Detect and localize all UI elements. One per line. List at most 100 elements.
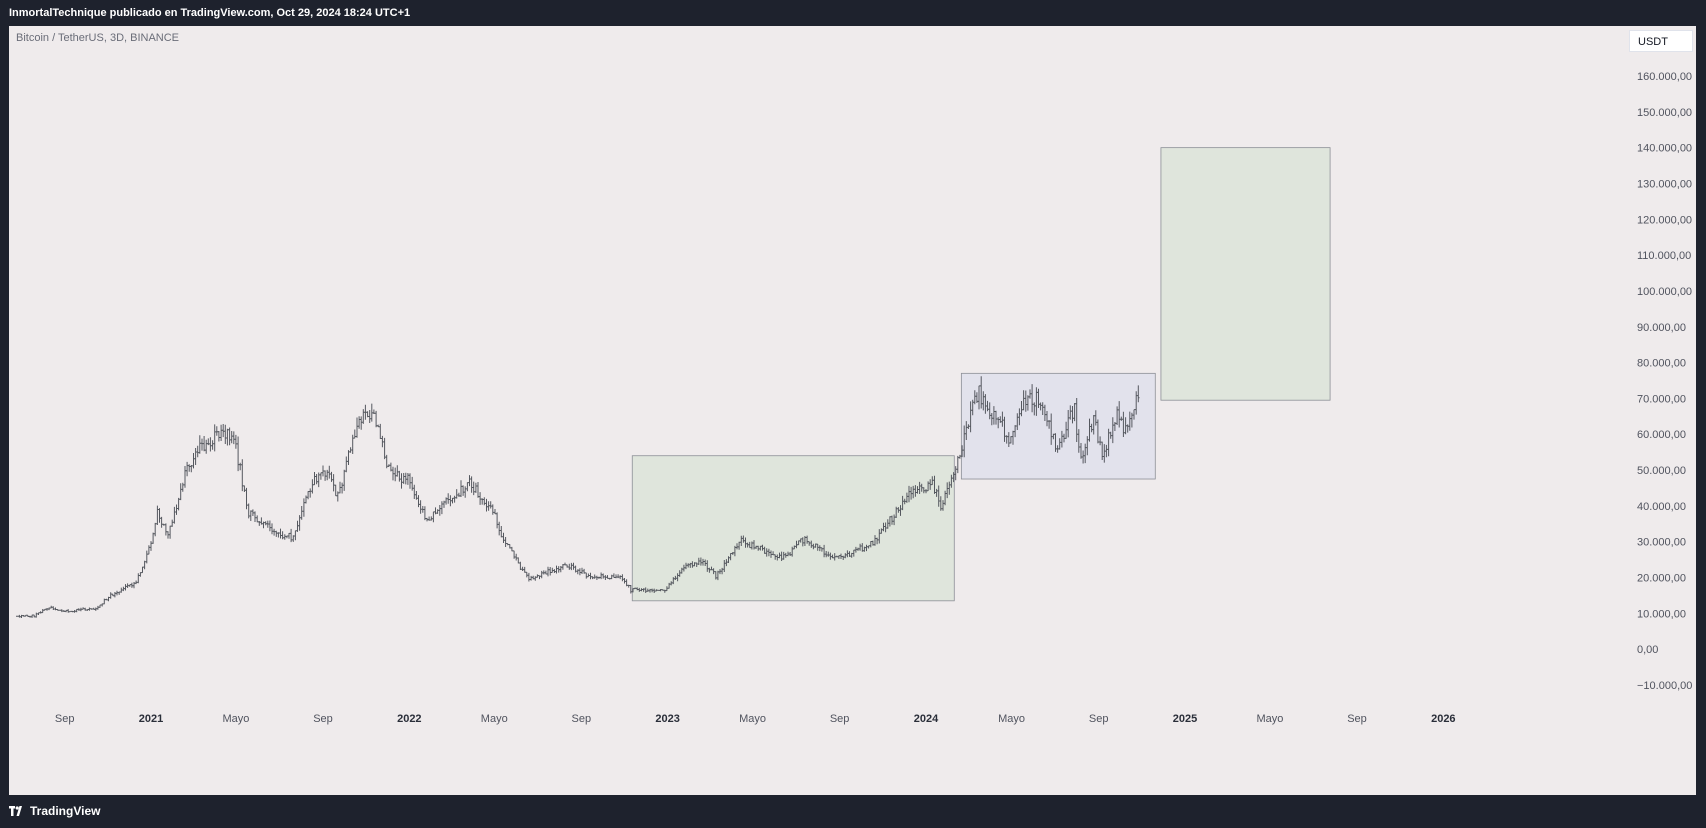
- ohlc-bar: [245, 487, 248, 510]
- ohlc-bar: [619, 575, 622, 580]
- ohlc-bar: [181, 482, 184, 492]
- y-axis-label: 150.000,00: [1637, 107, 1692, 119]
- green-zone-2025[interactable]: [1160, 147, 1331, 401]
- ohlc-bar: [130, 582, 134, 588]
- ohlc-bar: [294, 530, 297, 541]
- ohlc-bar: [122, 586, 125, 592]
- ohlc-bar: [24, 614, 27, 617]
- ohlc-bar: [338, 481, 342, 494]
- ohlc-bar: [75, 608, 78, 613]
- ohlc-bar: [343, 469, 346, 491]
- ohlc-bar: [77, 608, 80, 611]
- ohlc-bar: [954, 466, 957, 481]
- ohlc-bar: [491, 504, 494, 515]
- ohlc-bar: [557, 566, 560, 573]
- y-axis-label: 30.000,00: [1637, 537, 1686, 549]
- ohlc-bar: [402, 473, 405, 484]
- ohlc-bar: [285, 535, 289, 539]
- ohlc-bar: [347, 450, 350, 465]
- chart-panel[interactable]: 160.000,00 150.000,00 140.000,00 130.000,00…: [9, 26, 1696, 795]
- ohlc-bar: [481, 498, 484, 505]
- ohlc-bar: [236, 436, 240, 472]
- ohlc-bar: [364, 404, 367, 420]
- ohlc-bar: [495, 512, 499, 529]
- ohlc-bar: [160, 516, 163, 528]
- ohlc-bar: [62, 610, 66, 612]
- ohlc-bar: [64, 609, 68, 613]
- ohlc-bar: [502, 532, 505, 543]
- ohlc-bar: [455, 489, 458, 499]
- ohlc-bar: [211, 440, 214, 450]
- ohlc-bar: [166, 531, 170, 539]
- ohlc-bar: [512, 550, 516, 559]
- y-axis-label: 20.000,00: [1637, 573, 1686, 585]
- ohlc-bar: [576, 569, 579, 575]
- ohlc-bar: [538, 575, 541, 580]
- ohlc-bar: [489, 501, 492, 509]
- publish-header: InmortalTechnique publicado en TradingVi…: [0, 0, 1706, 26]
- ohlc-bar: [519, 561, 522, 570]
- ohlc-bar: [468, 475, 471, 487]
- ohlc-bar: [453, 495, 456, 503]
- y-axis-label: 160.000,00: [1637, 71, 1692, 83]
- ohlc-bar: [657, 589, 660, 591]
- ohlc-bar: [621, 574, 624, 582]
- ohlc-bar: [256, 515, 259, 523]
- ohlc-bar: [315, 474, 318, 485]
- ohlc-bar: [147, 545, 151, 555]
- currency-button[interactable]: USDT: [1629, 30, 1693, 52]
- ohlc-bar: [50, 605, 53, 609]
- ohlc-bar: [612, 573, 616, 578]
- ohlc-bar: [470, 476, 473, 493]
- ohlc-bar: [357, 416, 361, 429]
- ohlc-bar: [368, 410, 371, 423]
- ohlc-bar: [570, 562, 573, 571]
- ohlc-bar: [510, 546, 514, 552]
- ohlc-bar: [561, 564, 565, 570]
- ohlc-bar: [604, 575, 607, 580]
- ohlc-bar: [580, 567, 584, 574]
- ohlc-bar: [427, 516, 431, 521]
- ohlc-bar: [41, 609, 44, 614]
- ohlc-bar: [544, 570, 548, 575]
- ohlc-bar: [158, 508, 161, 523]
- ohlc-bar: [107, 596, 110, 602]
- ohlc-bar: [175, 504, 178, 515]
- ohlc-bar: [587, 573, 590, 578]
- ohlc-bar: [421, 506, 424, 513]
- ohlc-bar: [323, 470, 327, 481]
- tradingview-brand[interactable]: TradingView: [9, 804, 100, 818]
- y-axis-label: 10.000,00: [1637, 608, 1686, 620]
- price-chart-svg[interactable]: 160.000,00 150.000,00 140.000,00 130.000,00…: [9, 26, 1696, 795]
- ohlc-bar: [272, 528, 276, 536]
- ohlc-bar: [398, 470, 401, 482]
- ohlc-bar: [485, 498, 488, 512]
- ohlc-bar: [306, 491, 310, 500]
- ohlc-bar: [67, 609, 70, 613]
- ohlc-bar: [22, 615, 25, 617]
- ohlc-bar: [266, 520, 269, 528]
- x-axis-label: 2022: [397, 713, 421, 725]
- ohlc-bar: [92, 607, 95, 610]
- tradingview-logo-icon: [9, 806, 22, 816]
- green-zone-2023[interactable]: [631, 455, 955, 602]
- ohlc-bar: [474, 482, 478, 493]
- x-axis-label: Sep: [1347, 713, 1367, 725]
- ohlc-bar: [33, 614, 36, 618]
- ohlc-bar: [101, 603, 104, 607]
- ohlc-bar: [215, 426, 218, 436]
- ohlc-bar: [372, 409, 376, 414]
- ohlc-bar: [90, 608, 93, 610]
- ohlc-bar: [525, 571, 528, 578]
- ohlc-bar: [599, 572, 603, 580]
- ohlc-bar: [298, 515, 301, 531]
- ohlc-bar: [629, 585, 632, 594]
- ohlc-bar: [434, 507, 437, 515]
- ohlc-bar: [461, 485, 465, 496]
- ohlc-bar: [145, 550, 148, 564]
- ohlc-bar: [205, 439, 208, 454]
- ohlc-bar: [154, 522, 157, 537]
- ohlc-bar: [523, 566, 526, 573]
- ohlc-bar: [171, 519, 174, 527]
- x-axis-label: Mayo: [1256, 713, 1283, 725]
